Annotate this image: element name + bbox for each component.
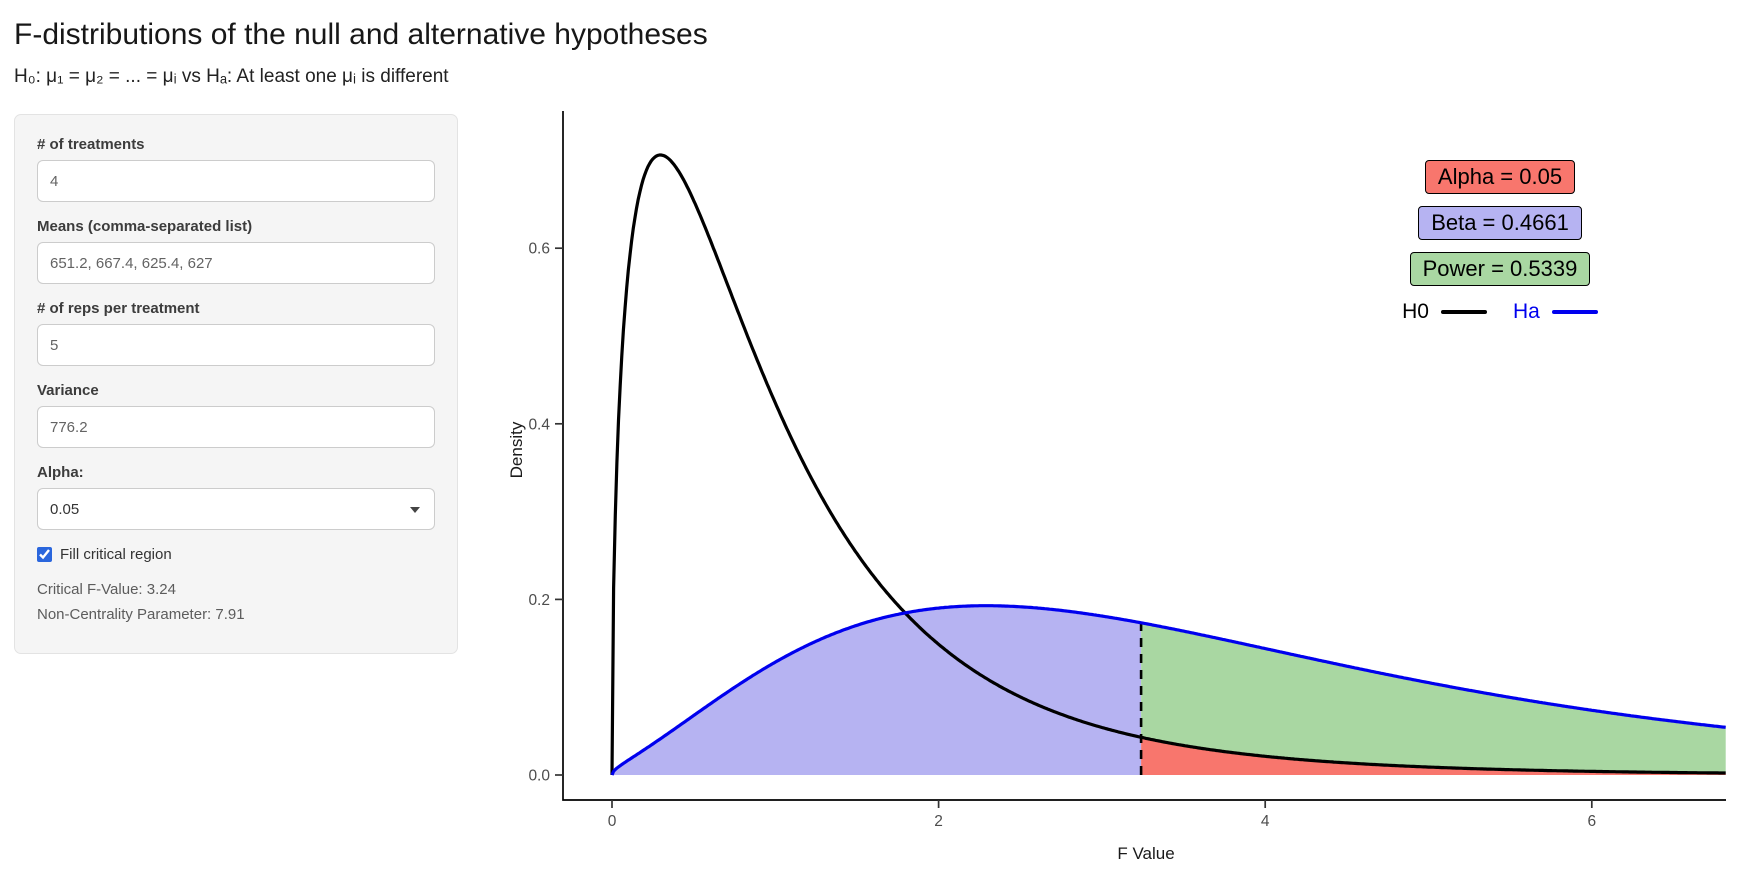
ha-line-icon: [1551, 310, 1598, 314]
alpha-label: Alpha:: [37, 464, 84, 481]
variance-field: Variance: [37, 382, 435, 448]
treatments-label: # of treatments: [37, 136, 145, 153]
x-axis-title: F Value: [1117, 844, 1175, 863]
reps-label: # of reps per treatment: [37, 300, 200, 317]
svg-text:0.6: 0.6: [528, 241, 550, 258]
curve-legend-row: H0 Ha: [1402, 300, 1598, 324]
reps-input[interactable]: [37, 324, 435, 366]
variance-label: Variance: [37, 382, 99, 399]
fill-critical-region-row[interactable]: Fill critical region: [37, 546, 435, 563]
svg-text:0: 0: [608, 813, 617, 830]
alpha-select[interactable]: 0.05: [37, 488, 435, 530]
svg-text:0.0: 0.0: [528, 768, 550, 785]
alpha-field: Alpha: 0.05: [37, 464, 435, 530]
svg-text:0.4: 0.4: [528, 416, 550, 433]
power-badge: Power = 0.5339: [1409, 252, 1591, 286]
beta-badge: Beta = 0.4661: [1418, 206, 1582, 240]
ha-legend-label: Ha: [1513, 300, 1540, 323]
page-title: F-distributions of the null and alternat…: [14, 18, 708, 51]
noncentrality-parameter-text: Non-Centrality Parameter: 7.91: [37, 605, 245, 623]
critical-f-value-text: Critical F-Value: 3.24: [37, 581, 176, 598]
treatments-field: # of treatments: [37, 136, 435, 202]
svg-text:0.2: 0.2: [528, 592, 550, 609]
svg-text:6: 6: [1587, 813, 1596, 830]
svg-text:2: 2: [934, 813, 943, 830]
means-field: Means (comma-separated list): [37, 218, 435, 284]
chart-legend: Alpha = 0.05 Beta = 0.4661 Power = 0.533…: [1380, 160, 1620, 324]
y-axis-title: Density: [507, 421, 526, 479]
fill-critical-region-label: Fill critical region: [60, 546, 172, 563]
hypothesis-subtitle: H₀: μ₁ = μ₂ = ... = μᵢ vs Hₐ: At least o…: [14, 66, 449, 87]
alpha-badge: Alpha = 0.05: [1424, 160, 1576, 194]
fill-critical-region-checkbox[interactable]: [37, 547, 52, 562]
h0-legend-label: H0: [1402, 300, 1429, 323]
variance-input[interactable]: [37, 406, 435, 448]
svg-text:4: 4: [1261, 813, 1270, 830]
means-input[interactable]: [37, 242, 435, 284]
control-panel: # of treatments Means (comma-separated l…: [14, 114, 458, 654]
means-label: Means (comma-separated list): [37, 218, 253, 235]
treatments-input[interactable]: [37, 160, 435, 202]
h0-line-icon: [1441, 310, 1487, 314]
reps-field: # of reps per treatment: [37, 300, 435, 366]
